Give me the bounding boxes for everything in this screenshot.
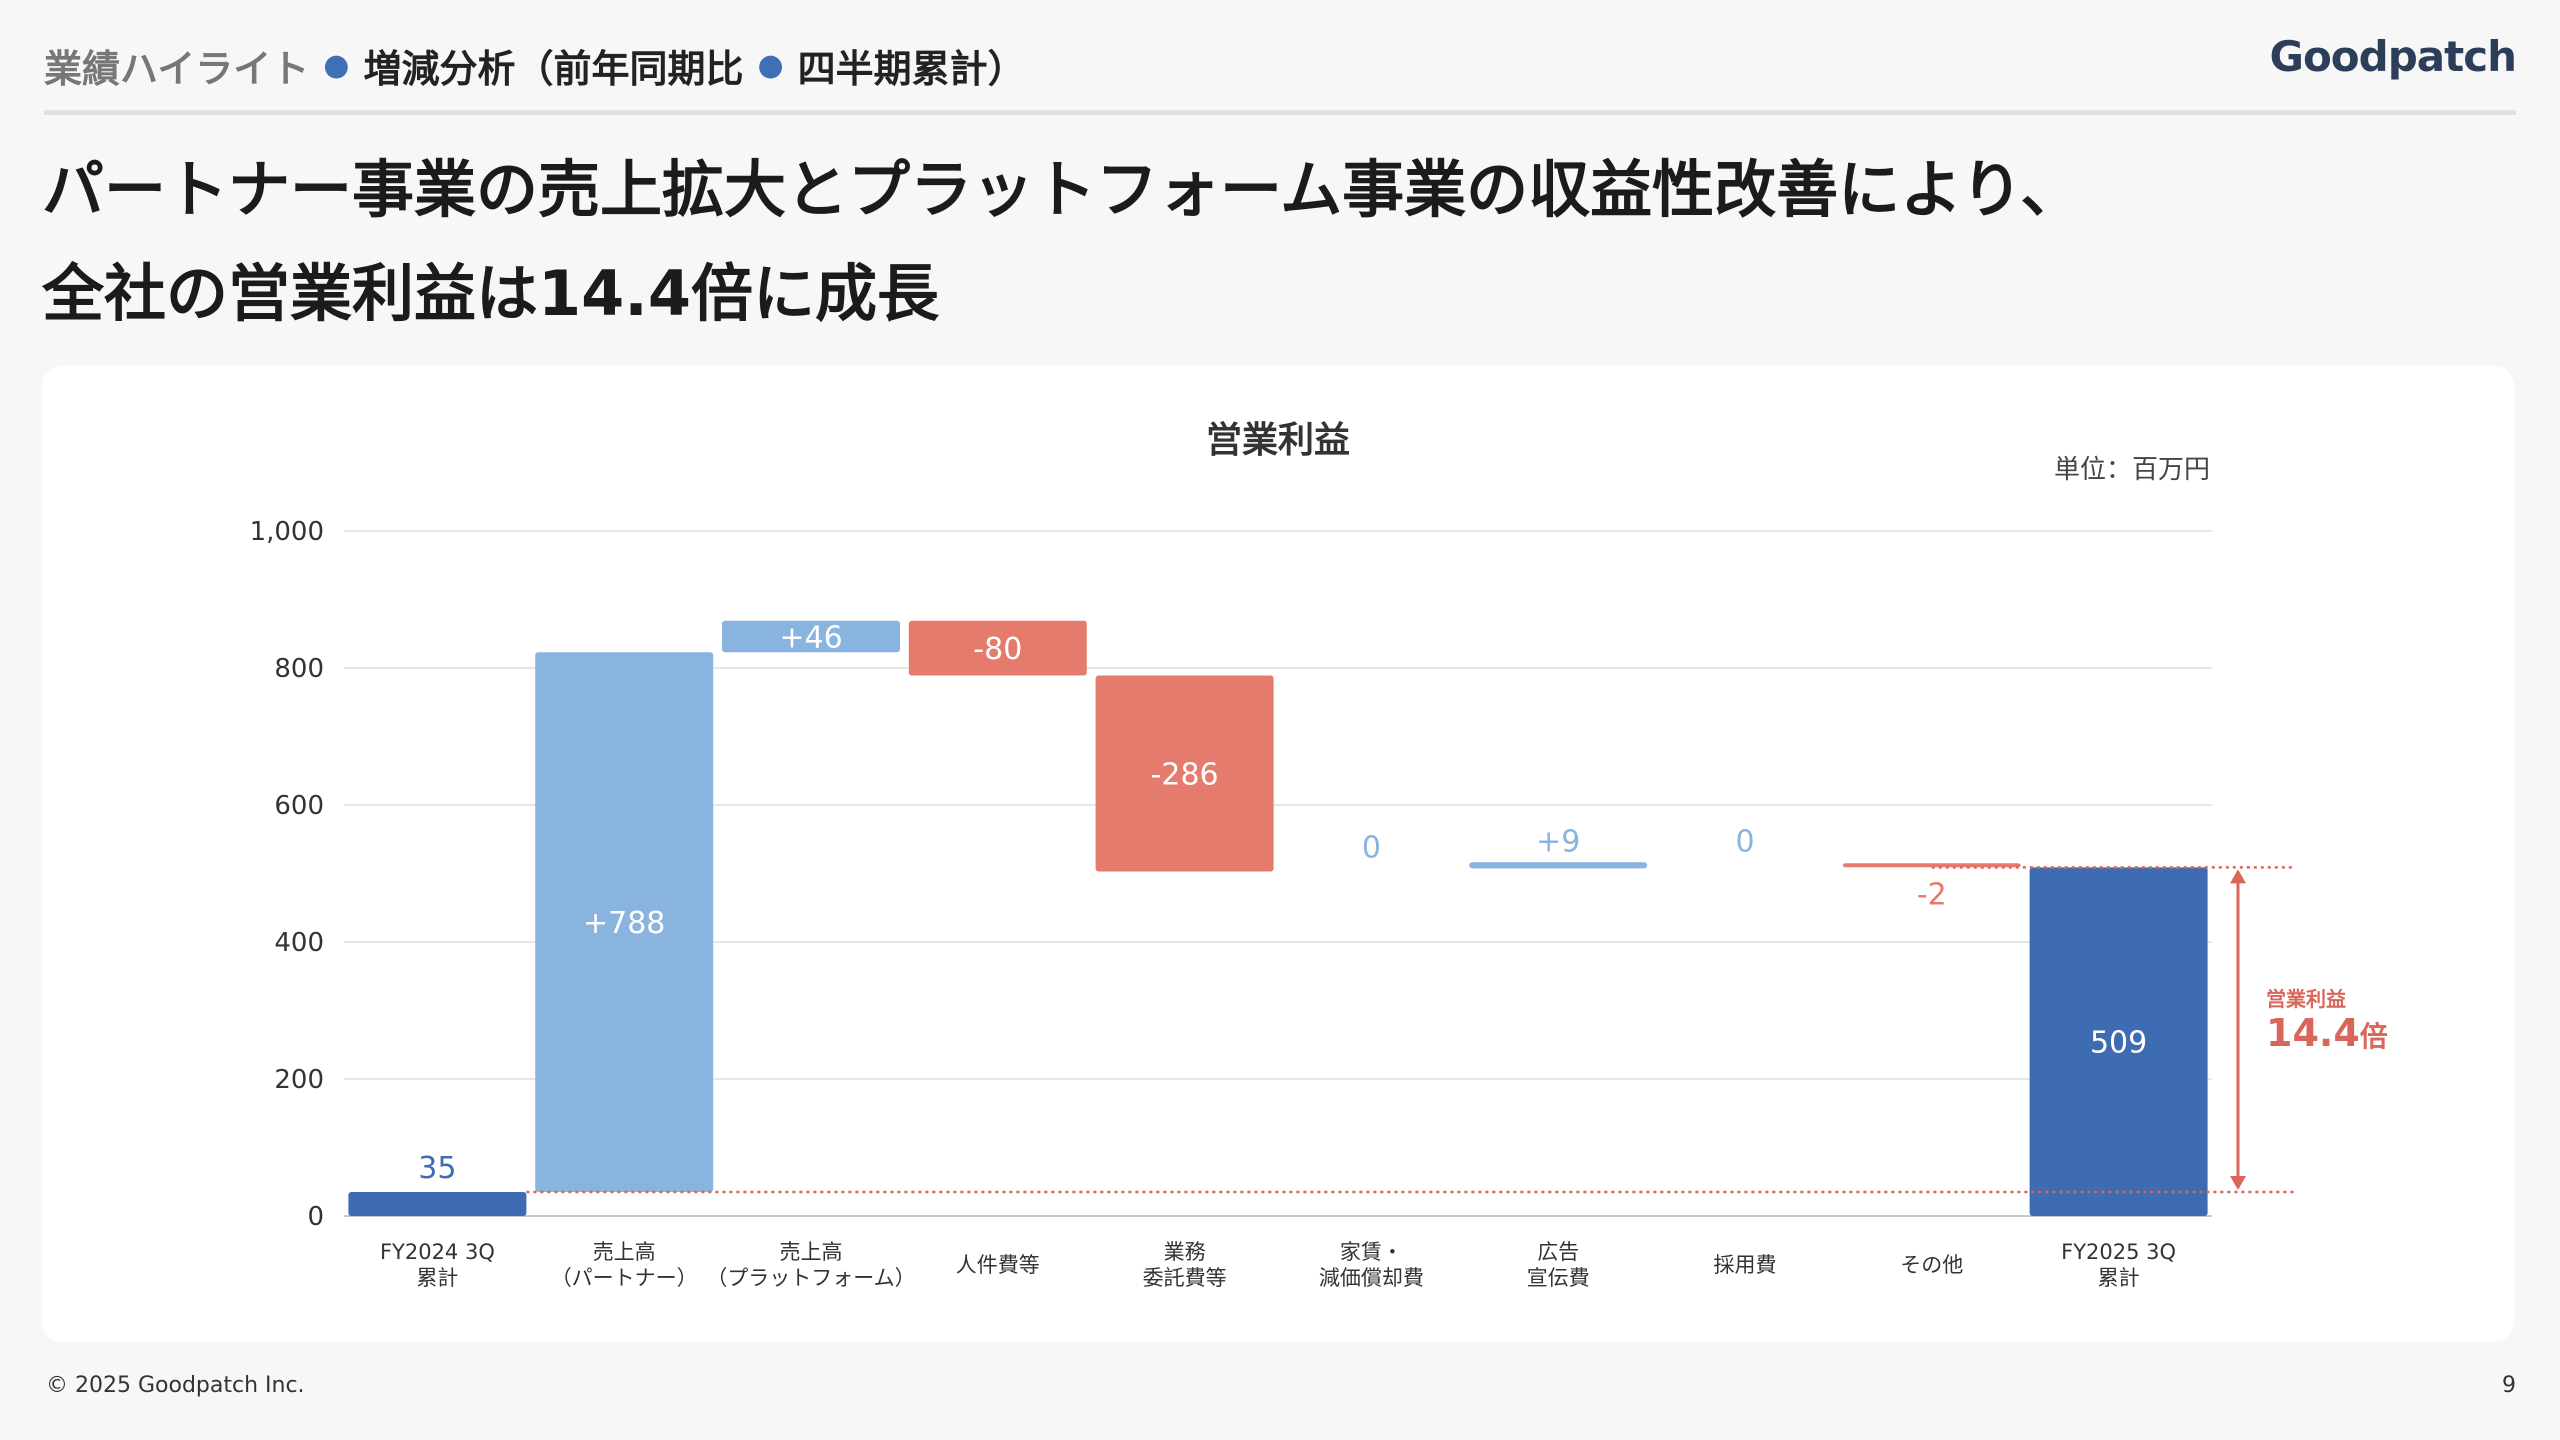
y-tick-label: 800 — [274, 654, 324, 684]
chart-bar — [722, 620, 900, 653]
data-label: +788 — [583, 906, 665, 941]
breadcrumb-suffix: 四半期累計） — [797, 47, 1026, 91]
y-tick-label: 200 — [274, 1065, 324, 1095]
label-layer: 35 FY2024 3Q 累計 +788 売上高（パートナー） +46 売上高（プラットフォ… — [380, 620, 2176, 1290]
y-tick-label: 0 — [307, 1202, 324, 1232]
chart-bar — [1095, 675, 1274, 872]
breadcrumb-section: 業績ハイライト — [44, 47, 310, 91]
y-tick-label: 1,000 — [250, 517, 324, 547]
x-category-label: 業務委託費等 — [1143, 1240, 1227, 1290]
breadcrumb-separator-icon: ● — [757, 48, 784, 83]
data-label: -286 — [1151, 757, 1219, 792]
data-label: 35 — [418, 1151, 456, 1186]
x-category-label: その他 — [1900, 1253, 1963, 1277]
page-title: パートナー事業の売上拡大とプラットフォーム事業の収益性改善により、 全社の営業利… — [42, 138, 2442, 346]
data-label: +46 — [779, 620, 842, 655]
data-label: 509 — [2090, 1026, 2147, 1061]
x-category-label: 採用費 — [1714, 1253, 1777, 1277]
x-category-label: 人件費等 — [956, 1253, 1040, 1277]
x-category-label: 家賃・減価償却費 — [1319, 1240, 1424, 1290]
data-label: -2 — [1917, 878, 1947, 913]
chart-bar — [908, 620, 1087, 676]
breadcrumb-page: 増減分析（前年同期比 — [363, 47, 744, 91]
chart-card: 営業利益 単位：百万円 0 200 400 600 800 1,000 35 FY2024 … — [42, 366, 2514, 1342]
waterfall-chart: 営業利益 単位：百万円 0 200 400 600 800 1,000 35 FY2024 … — [250, 420, 2388, 1290]
chart-bar — [348, 1192, 527, 1216]
chart-bar — [1469, 862, 1648, 869]
x-category-label: FY2025 3Q 累計 — [2061, 1240, 2176, 1290]
data-label: 0 — [1362, 830, 1381, 865]
slide-header: 業績ハイライト ● 増減分析（前年同期比 ● 四半期累計） Goodpatch — [44, 30, 2517, 115]
arrow-head-up-icon — [2230, 869, 2246, 884]
annotation-label: 営業利益 — [2266, 987, 2346, 1011]
arrow-head-down-icon — [2230, 1176, 2246, 1191]
chart-bar — [535, 652, 714, 1193]
x-category-label: 売上高（パートナー） — [551, 1240, 698, 1290]
breadcrumb-separator-icon: ● — [323, 48, 350, 83]
data-label: 0 — [1735, 824, 1754, 859]
data-label: +9 — [1536, 824, 1580, 859]
x-category-label: FY2024 3Q 累計 — [380, 1240, 495, 1290]
copyright: © 2025 Goodpatch Inc. — [46, 1373, 305, 1398]
y-tick-label: 600 — [274, 791, 324, 821]
x-category-label: 売上高（プラットフォーム） — [706, 1240, 915, 1290]
headline-line-2: 全社の営業利益は14.4倍に成長 — [42, 257, 939, 330]
headline-line-1: パートナー事業の売上拡大とプラットフォーム事業の収益性改善により、 — [42, 153, 2083, 226]
x-category-label: 広告宣伝費 — [1527, 1240, 1590, 1290]
annotation-value: 14.4倍 — [2266, 1011, 2388, 1055]
annotation-layer: 営業利益 14.4倍 — [526, 866, 2388, 1194]
data-label: -80 — [973, 632, 1022, 667]
chart-title: 営業利益 — [1206, 420, 1350, 461]
company-logo: Goodpatch — [2269, 32, 2517, 81]
breadcrumb: 業績ハイライト ● 増減分析（前年同期比 ● 四半期累計） — [44, 38, 1026, 93]
y-tick-label: 400 — [274, 928, 324, 958]
page-number: 9 — [2502, 1373, 2516, 1398]
chart-bar — [2029, 867, 2208, 1216]
unit-label: 単位：百万円 — [2054, 455, 2210, 485]
bar-layer — [348, 620, 2208, 1216]
